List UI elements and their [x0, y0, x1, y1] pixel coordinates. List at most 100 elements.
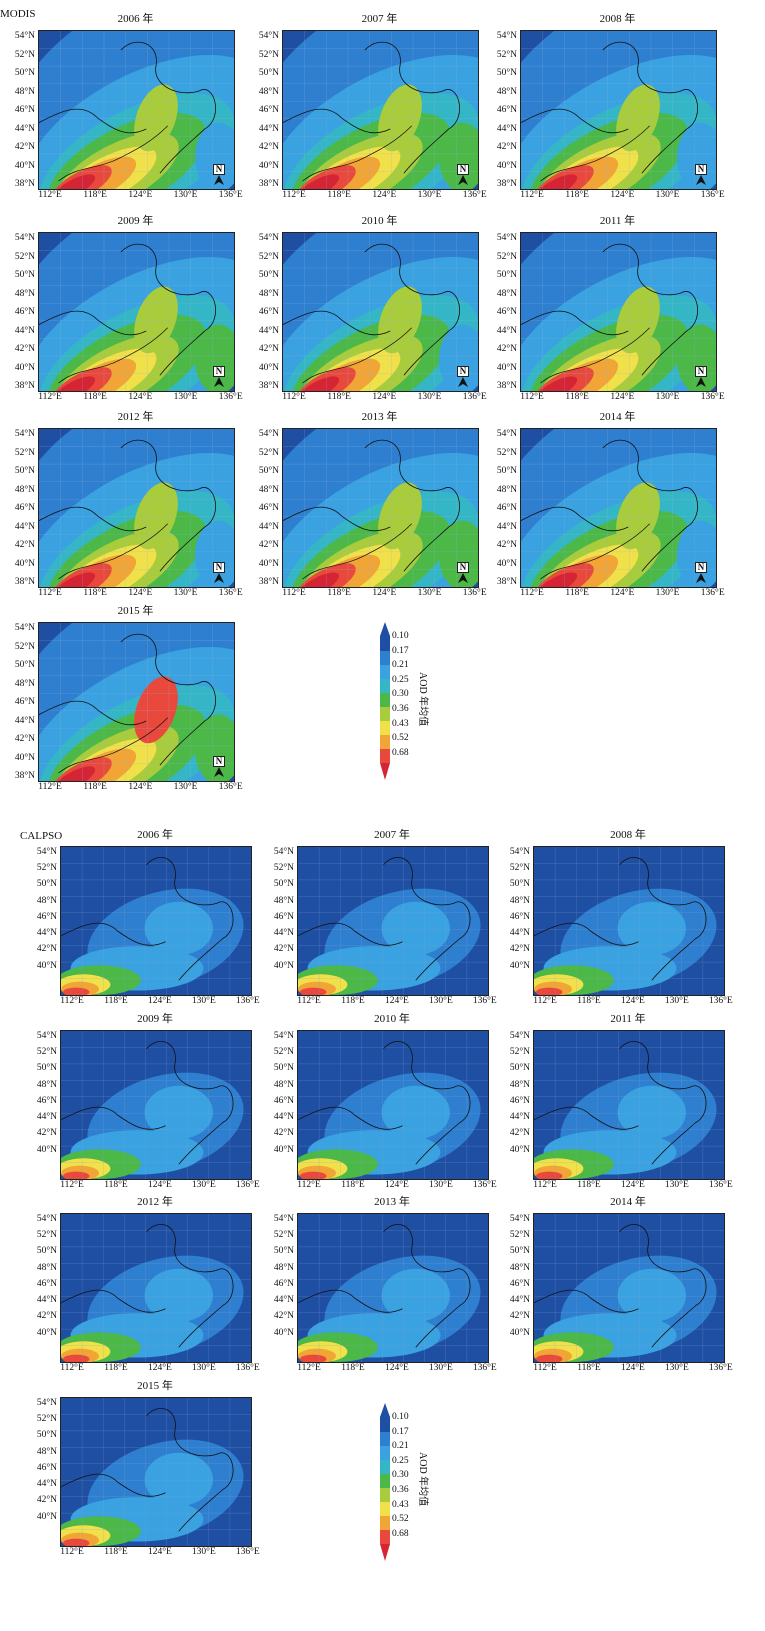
calipso-lon-tick: 130°E: [428, 1180, 453, 1190]
calipso-aod-map: [297, 1030, 489, 1180]
modis-lon-tick: 130°E: [173, 190, 198, 200]
calipso-lat-tick: 44°N: [509, 1295, 530, 1306]
calipso-lat-tick: 50°N: [273, 1063, 294, 1074]
calipso-panel-title: 2006 年: [137, 829, 173, 841]
modis-lon-tick: 112°E: [38, 392, 62, 402]
calipso-lat-tick: 40°N: [509, 1144, 530, 1155]
calipso-lat-tick: 42°N: [273, 1128, 294, 1139]
modis-lon-tick: 112°E: [520, 190, 544, 200]
calipso-lat-tick: 44°N: [36, 1295, 57, 1306]
calipso-lat-tick: 42°N: [273, 1311, 294, 1322]
calipso-lat-tick: 46°N: [36, 1462, 57, 1473]
calipso-lon-tick: 124°E: [620, 1180, 645, 1190]
modis-lon-tick: 124°E: [610, 392, 635, 402]
calipso-lon-tick: 136°E: [708, 1180, 733, 1190]
modis-colorbar-tick: 0.30: [392, 689, 409, 700]
modis-lat-tick: 48°N: [14, 484, 35, 495]
calipso-lat-tick: 44°N: [273, 1295, 294, 1306]
modis-lat-tick: 46°N: [496, 307, 517, 317]
modis-lon-tick: 124°E: [128, 392, 153, 402]
calipso-lon-tick: 112°E: [60, 1180, 84, 1190]
calipso-colorbar-tick: 0.25: [392, 1455, 409, 1466]
modis-lon-tick: 118°E: [327, 392, 351, 402]
modis-lat-tick: 40°N: [258, 160, 279, 171]
modis-lat-tick: 40°N: [14, 362, 35, 373]
calipso-lat-tick: 52°N: [509, 863, 530, 874]
modis-lat-tick: 50°N: [14, 660, 35, 670]
modis-lon-tick: 136°E: [218, 392, 243, 402]
modis-aod-map: [38, 428, 235, 588]
modis-lat-tick: 38°N: [496, 577, 517, 587]
calipso-lat-tick: 46°N: [273, 911, 294, 922]
calipso-lon-tick: 130°E: [664, 1180, 689, 1190]
modis-lat-tick: 48°N: [14, 86, 35, 97]
calipso-lat-tick: 48°N: [36, 1446, 57, 1457]
modis-panel-title: 2015 年: [117, 605, 154, 617]
calipso-lon-tick: 130°E: [664, 996, 689, 1006]
modis-lon-tick: 112°E: [282, 190, 306, 200]
modis-lat-tick: 40°N: [258, 558, 279, 569]
modis-aod-map: [282, 428, 479, 588]
modis-lat-tick: 44°N: [496, 123, 517, 134]
modis-lat-tick: 40°N: [496, 160, 517, 171]
calipso-lat-tick: 44°N: [273, 928, 294, 939]
calipso-aod-map: [533, 1213, 725, 1363]
calipso-lon-tick: 124°E: [147, 1547, 172, 1557]
modis-lon-tick: 112°E: [282, 392, 306, 402]
modis-colorbar-tick: 0.43: [392, 718, 409, 729]
north-arrow-icon: N: [457, 164, 469, 187]
calipso-lon-tick: 124°E: [147, 996, 172, 1006]
modis-lat-tick: 54°N: [14, 623, 35, 633]
modis-lat-tick: 42°N: [496, 344, 517, 354]
calipso-lon-tick: 130°E: [664, 1363, 689, 1373]
modis-lat-tick: 48°N: [258, 288, 279, 299]
modis-lon-tick: 136°E: [462, 190, 487, 200]
modis-lat-tick: 46°N: [14, 503, 35, 513]
calipso-lat-tick: 46°N: [509, 1095, 530, 1106]
calipso-lon-tick: 136°E: [472, 1180, 497, 1190]
modis-aod-map: [520, 232, 717, 392]
calipso-lon-tick: 130°E: [191, 1180, 216, 1190]
modis-lat-tick: 46°N: [258, 307, 279, 317]
calipso-panel-title: 2008 年: [610, 829, 646, 841]
modis-lon-tick: 118°E: [565, 190, 589, 200]
calipso-lat-tick: 52°N: [36, 1047, 57, 1058]
calipso-lat-tick: 52°N: [273, 1230, 294, 1241]
calipso-aod-map: [297, 1213, 489, 1363]
modis-lat-tick: 50°N: [14, 466, 35, 476]
calipso-lat-tick: 40°N: [273, 960, 294, 971]
modis-colorbar-tick: 0.25: [392, 674, 409, 685]
calipso-lat-tick: 40°N: [36, 1511, 57, 1522]
modis-lon-tick: 112°E: [38, 782, 62, 792]
calipso-lon-tick: 118°E: [577, 996, 601, 1006]
north-arrow-icon: N: [213, 366, 225, 389]
calipso-lat-tick: 48°N: [36, 1079, 57, 1090]
calipso-lon-tick: 124°E: [147, 1363, 172, 1373]
calipso-lon-tick: 118°E: [104, 1547, 128, 1557]
calipso-lat-tick: 50°N: [509, 1246, 530, 1257]
calipso-lat-tick: 54°N: [509, 1214, 530, 1224]
calipso-lat-tick: 50°N: [273, 879, 294, 890]
calipso-lon-tick: 118°E: [104, 1363, 128, 1373]
modis-lat-tick: 52°N: [14, 49, 35, 60]
modis-lon-tick: 130°E: [417, 392, 442, 402]
modis-lat-tick: 46°N: [14, 307, 35, 317]
calipso-lon-tick: 136°E: [472, 996, 497, 1006]
modis-lat-tick: 50°N: [496, 68, 517, 78]
modis-lat-tick: 38°N: [258, 381, 279, 391]
calipso-lon-tick: 124°E: [147, 1180, 172, 1190]
modis-lon-tick: 124°E: [610, 588, 635, 598]
modis-lon-tick: 118°E: [327, 588, 351, 598]
modis-panel-title: 2013 年: [361, 411, 398, 423]
calipso-lon-tick: 136°E: [708, 1363, 733, 1373]
calipso-lon-tick: 112°E: [60, 1547, 84, 1557]
calipso-lat-tick: 44°N: [36, 1112, 57, 1123]
modis-lat-tick: 50°N: [496, 270, 517, 280]
modis-lat-tick: 48°N: [14, 678, 35, 689]
modis-lat-tick: 52°N: [14, 447, 35, 458]
calipso-colorbar-tick: 0.21: [392, 1441, 409, 1452]
modis-panel-title: 2010 年: [361, 215, 398, 227]
modis-panel-title: 2014 年: [599, 411, 636, 423]
calipso-lon-tick: 118°E: [577, 1363, 601, 1373]
modis-lon-tick: 112°E: [38, 190, 62, 200]
